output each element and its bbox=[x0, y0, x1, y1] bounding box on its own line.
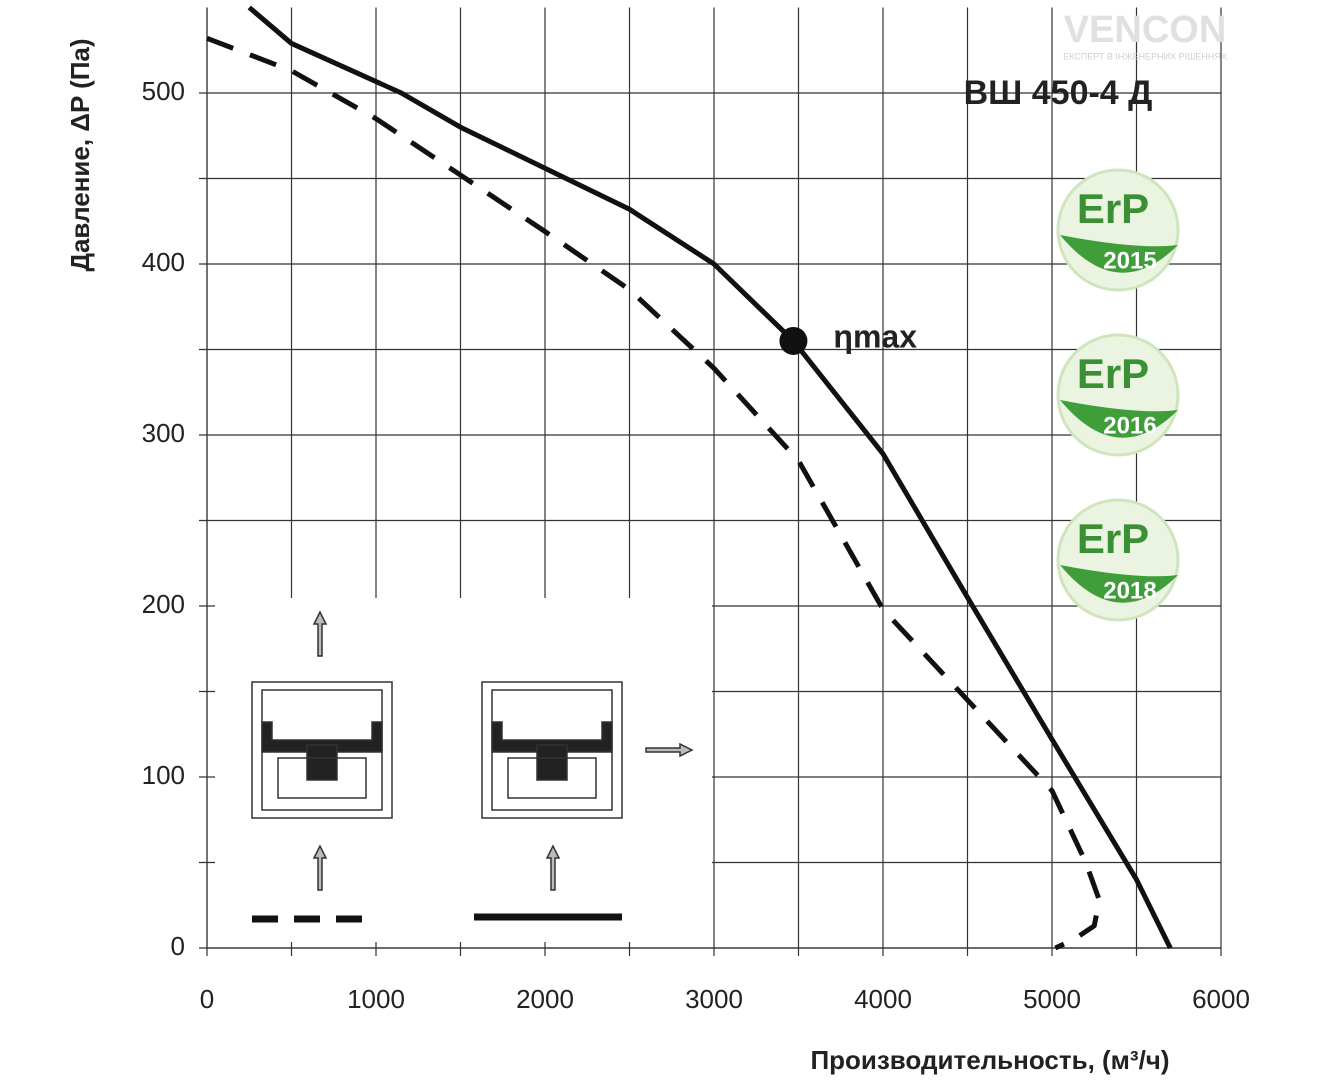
logo: VENCON bbox=[1064, 9, 1227, 51]
legend-diagram-dashed bbox=[251, 610, 393, 923]
badge-year: 2018 bbox=[1103, 577, 1156, 604]
badge-leaf bbox=[1060, 235, 1178, 273]
x-tick-label: 0 bbox=[200, 984, 214, 1014]
curve bbox=[206, 35, 1102, 951]
legend-background bbox=[215, 598, 712, 942]
chart-title: ВШ 450-4 Д bbox=[964, 74, 1153, 112]
badge-year: 2016 bbox=[1103, 412, 1156, 439]
y-tick-label: 400 bbox=[142, 247, 185, 277]
badge-leaf bbox=[1060, 400, 1178, 438]
x-tick-label: 2000 bbox=[516, 984, 574, 1014]
x-tick-label: 3000 bbox=[685, 984, 743, 1014]
logo-tagline: ЕКСПЕРТ В ІНЖЕНЕРНИХ РІШЕННЯХ bbox=[1063, 51, 1227, 61]
x-tick-label: 4000 bbox=[854, 984, 912, 1014]
x-axis-label: Производительность, (м³/ч) bbox=[810, 1045, 1169, 1075]
y-axis-label: Давление, ΔP (Па) bbox=[65, 38, 95, 271]
x-tick-label: 6000 bbox=[1192, 984, 1250, 1014]
legend-diagram-solid bbox=[474, 681, 694, 921]
annotation-label: ηmax bbox=[833, 318, 917, 354]
y-tick-label: 0 bbox=[171, 931, 185, 961]
x-tick-label: 1000 bbox=[347, 984, 405, 1014]
badge-leaf bbox=[1060, 565, 1178, 603]
badge-label: ErP bbox=[1077, 350, 1149, 397]
badges: ErP 2015 ErP 2016 ErP 2018 bbox=[1056, 168, 1180, 622]
y-tick-label: 100 bbox=[142, 760, 185, 790]
badge-year: 2015 bbox=[1103, 247, 1156, 274]
curve bbox=[247, 5, 1173, 950]
y-tick-label: 300 bbox=[142, 418, 185, 448]
y-tick-label: 200 bbox=[142, 589, 185, 619]
annotation-point bbox=[779, 326, 808, 355]
x-tick-label: 5000 bbox=[1023, 984, 1081, 1014]
badge-label: ErP bbox=[1077, 185, 1149, 232]
badge-label: ErP bbox=[1077, 515, 1149, 562]
y-tick-label: 500 bbox=[142, 76, 185, 106]
